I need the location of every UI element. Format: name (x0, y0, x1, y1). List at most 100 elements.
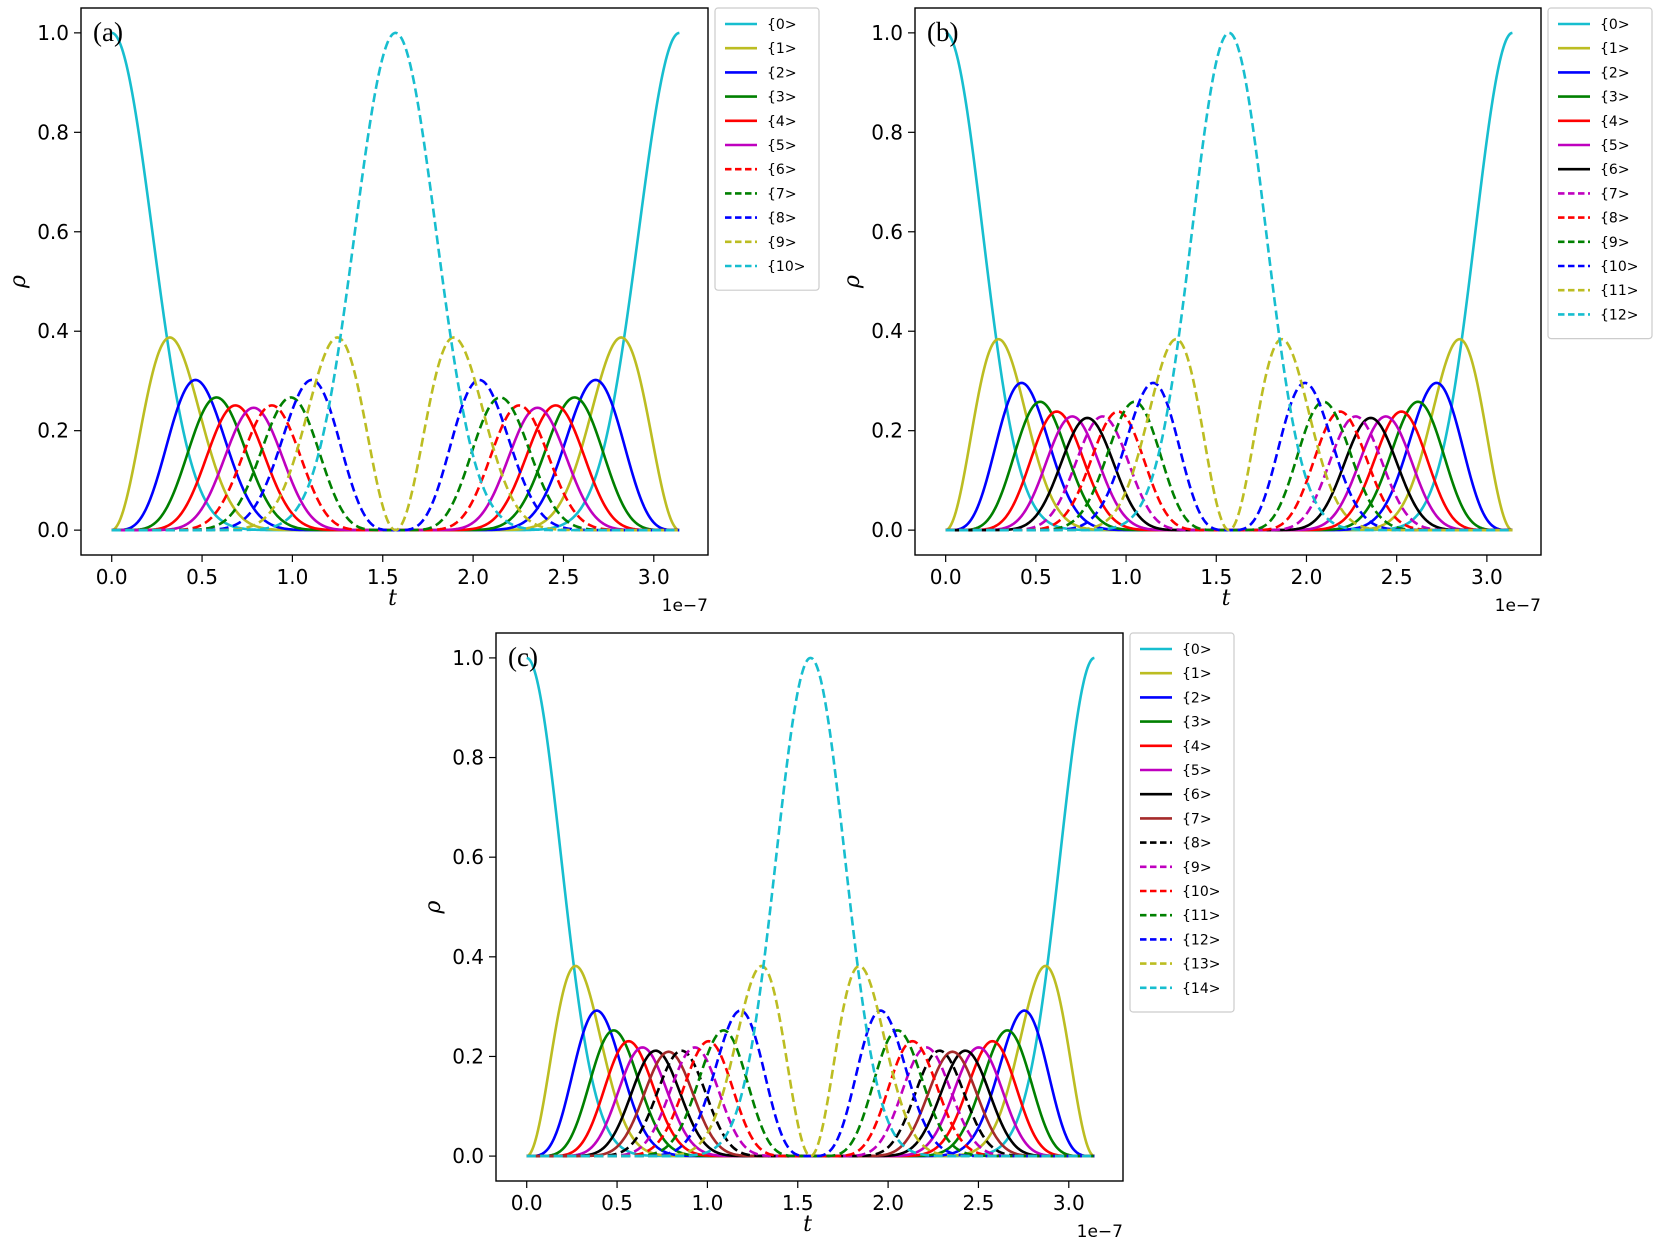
x-tick-label: 2.0 (872, 1191, 904, 1215)
x-offset-label: 1e−7 (662, 596, 708, 616)
y-tick-label: 0.4 (452, 945, 484, 969)
series-group (945, 31, 1513, 532)
y-tick-label: 0.4 (37, 319, 69, 343)
plot-frame (914, 7, 1542, 556)
legend-entry: {0> (1600, 17, 1630, 33)
x-axis-label: t (803, 1212, 812, 1237)
y-tick-label: 1.0 (37, 21, 69, 45)
series-line-1 (111, 336, 680, 532)
legend-box (714, 7, 820, 291)
x-tick-label: 2.5 (963, 1191, 995, 1215)
legend-entry: {2> (767, 65, 797, 81)
series-line-7 (111, 396, 680, 532)
legend-entry: {3> (1182, 715, 1212, 731)
legend-entry: {6> (1600, 162, 1630, 178)
series-line-13 (526, 964, 1095, 1158)
legend-entry: {10> (1182, 884, 1220, 900)
legend-entry: {1> (1600, 41, 1630, 57)
legend-box (1547, 7, 1653, 340)
legend-entry: {10> (767, 259, 805, 275)
x-tick-label: 1.0 (692, 1191, 724, 1215)
series-line-9 (945, 400, 1513, 532)
x-offset-label: 1e−7 (1495, 596, 1541, 616)
x-tick-label: 0.0 (96, 565, 128, 589)
y-tick-label: 0.0 (37, 518, 69, 542)
series-group (526, 656, 1095, 1158)
x-axis-label: t (388, 586, 397, 611)
y-tick-label: 0.4 (871, 319, 903, 343)
legend-entry: {7> (767, 186, 797, 202)
legend-entry: {6> (1182, 787, 1212, 803)
series-line-0 (111, 31, 680, 532)
legend-entry: {8> (1182, 836, 1212, 852)
y-tick-label: 0.0 (871, 518, 903, 542)
x-tick-label: 1.0 (1110, 565, 1142, 589)
legend-entry: {6> (767, 162, 797, 178)
y-tick-label: 0.6 (452, 845, 484, 869)
legend-entry: {9> (767, 235, 797, 251)
legend-entry: {4> (767, 114, 797, 130)
y-axis-label: ρ (840, 275, 865, 289)
panel-label: (a) (93, 17, 123, 47)
series-line-12 (945, 31, 1513, 532)
legend-entry: {11> (1600, 283, 1638, 299)
legend-box (1129, 632, 1235, 1013)
x-tick-label: 2.0 (457, 565, 489, 589)
x-tick-label: 2.5 (548, 565, 580, 589)
x-tick-label: 2.5 (1381, 565, 1413, 589)
y-tick-label: 0.8 (452, 746, 484, 770)
y-tick-label: 1.0 (452, 646, 484, 670)
legend-entry: {2> (1182, 690, 1212, 706)
x-tick-label: 0.5 (186, 565, 218, 589)
x-tick-label: 0.0 (930, 565, 962, 589)
legend-entry: {2> (1600, 65, 1630, 81)
legend: {0> {1> {2> {3> {4> {5> {6> {7> {8> {9> {10> {11> {1… (1547, 7, 1653, 340)
plot-frame (80, 7, 709, 556)
plot-frame (495, 632, 1124, 1182)
y-tick-label: 0.6 (37, 220, 69, 244)
x-tick-label: 1.5 (782, 1191, 814, 1215)
series-line-1 (526, 964, 1095, 1158)
y-tick-label: 0.0 (452, 1144, 484, 1168)
x-tick-label: 0.5 (601, 1191, 633, 1215)
legend-entry: {1> (1182, 666, 1212, 682)
legend: {0> {1> {2> {3> {4> {5> {6> {7> {8> {9> {10> (714, 7, 820, 291)
series-line-3 (111, 396, 680, 532)
chart-panel-a: 0.0 0.5 1.0 1.5 2.0 2.5 3.0 0.0 0.2 0.4 0.6 0.8 1.0 t… (6, 7, 820, 616)
chart-panel-c: 0.0 0.5 1.0 1.5 2.0 2.5 3.0 0.0 0.2 0.4 0.6 0.8 1.0 t… (421, 632, 1235, 1242)
y-axis-label: ρ (421, 900, 446, 914)
chart-panel-b: 0.0 0.5 1.0 1.5 2.0 2.5 3.0 0.0 0.2 0.4 0.6 0.8 1.0 t… (840, 7, 1653, 616)
series-line-3 (945, 400, 1513, 532)
x-tick-label: 1.0 (277, 565, 309, 589)
legend-entry: {8> (1600, 211, 1630, 227)
y-tick-label: 0.8 (37, 120, 69, 144)
legend-entry: {5> (1600, 138, 1630, 154)
series-line-0 (945, 31, 1513, 532)
panel-label: (c) (508, 642, 538, 672)
series-group (111, 31, 680, 532)
x-tick-label: 1.5 (1200, 565, 1232, 589)
y-tick-label: 0.2 (871, 419, 903, 443)
x-tick-label: 0.0 (511, 1191, 543, 1215)
x-axis-label: t (1222, 586, 1231, 611)
legend-entry: {5> (1182, 763, 1212, 779)
x-tick-label: 3.0 (1471, 565, 1503, 589)
x-tick-label: 3.0 (1053, 1191, 1085, 1215)
series-line-14 (526, 656, 1095, 1158)
legend-entry: {3> (1600, 90, 1630, 106)
legend-entry: {9> (1182, 860, 1212, 876)
x-tick-label: 1.5 (367, 565, 399, 589)
x-tick-label: 0.5 (1020, 565, 1052, 589)
legend-entry: {10> (1600, 259, 1638, 275)
legend-entry: {3> (767, 90, 797, 106)
legend-entry: {14> (1182, 981, 1220, 997)
legend-entry: {0> (1182, 642, 1212, 658)
legend-entry: {8> (767, 211, 797, 227)
series-line-7 (945, 415, 1513, 532)
series-line-6 (111, 404, 680, 532)
series-line-9 (111, 336, 680, 532)
legend-entry: {13> (1182, 957, 1220, 973)
legend-entry: {12> (1182, 932, 1220, 948)
legend-entry: {4> (1600, 114, 1630, 130)
